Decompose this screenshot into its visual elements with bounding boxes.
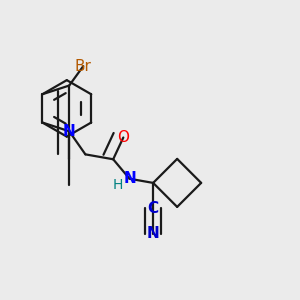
Text: C: C xyxy=(148,201,159,216)
Text: N: N xyxy=(123,171,136,186)
Text: N: N xyxy=(147,226,160,241)
Text: O: O xyxy=(117,130,129,145)
Text: H: H xyxy=(113,178,123,192)
Text: N: N xyxy=(63,124,76,139)
Text: Br: Br xyxy=(75,58,92,74)
